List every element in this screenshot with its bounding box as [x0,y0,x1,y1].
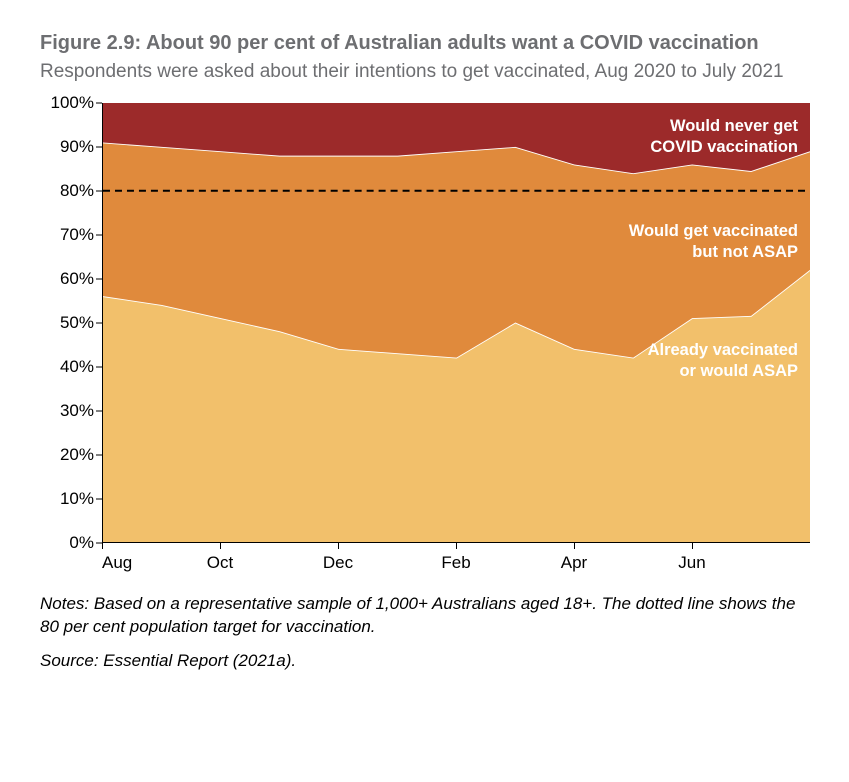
plot-area: Would never getCOVID vaccination Would ge… [102,103,810,543]
y-tick-label: 60% [60,269,94,289]
figure-source: Source: Essential Report (2021a). [40,651,809,671]
x-tick-mark [692,543,693,549]
y-tick-label: 20% [60,445,94,465]
y-tick-label: 80% [60,181,94,201]
x-tick-mark [574,543,575,549]
figure-subtitle: Respondents were asked about their inten… [40,60,809,85]
y-tick-label: 50% [60,313,94,333]
y-tick-label: 40% [60,357,94,377]
figure-notes: Notes: Based on a representative sample … [40,593,809,639]
y-tick-label: 70% [60,225,94,245]
y-tick-label: 100% [51,93,94,113]
y-tick-label: 90% [60,137,94,157]
x-tick-label: Apr [561,553,587,573]
x-tick-label: Jun [678,553,705,573]
x-tick-label: Feb [441,553,470,573]
series-label-already_or_asap: Already vaccinatedor would ASAP [648,340,798,381]
y-tick-label: 10% [60,489,94,509]
y-tick-label: 30% [60,401,94,421]
x-tick-label: Oct [207,553,233,573]
figure-title: Figure 2.9: About 90 per cent of Austral… [40,30,809,56]
x-tick-mark [220,543,221,549]
y-axis: 0%10%20%30%40%50%60%70%80%90%100% [40,103,102,543]
series-label-never: Would never getCOVID vaccination [650,116,798,157]
series-label-not_asap: Would get vaccinatedbut not ASAP [629,221,798,262]
x-axis: Aug Oct Dec Feb Apr Jun [102,543,810,583]
y-tick-label: 0% [69,533,94,553]
x-tick-mark [456,543,457,549]
x-tick-mark [102,543,103,549]
x-tick-mark [338,543,339,549]
area-chart-svg [103,103,810,542]
chart-container: 0%10%20%30%40%50%60%70%80%90%100% Would … [40,103,810,583]
x-tick-label: Dec [323,553,353,573]
x-tick-label: Aug [102,553,132,573]
